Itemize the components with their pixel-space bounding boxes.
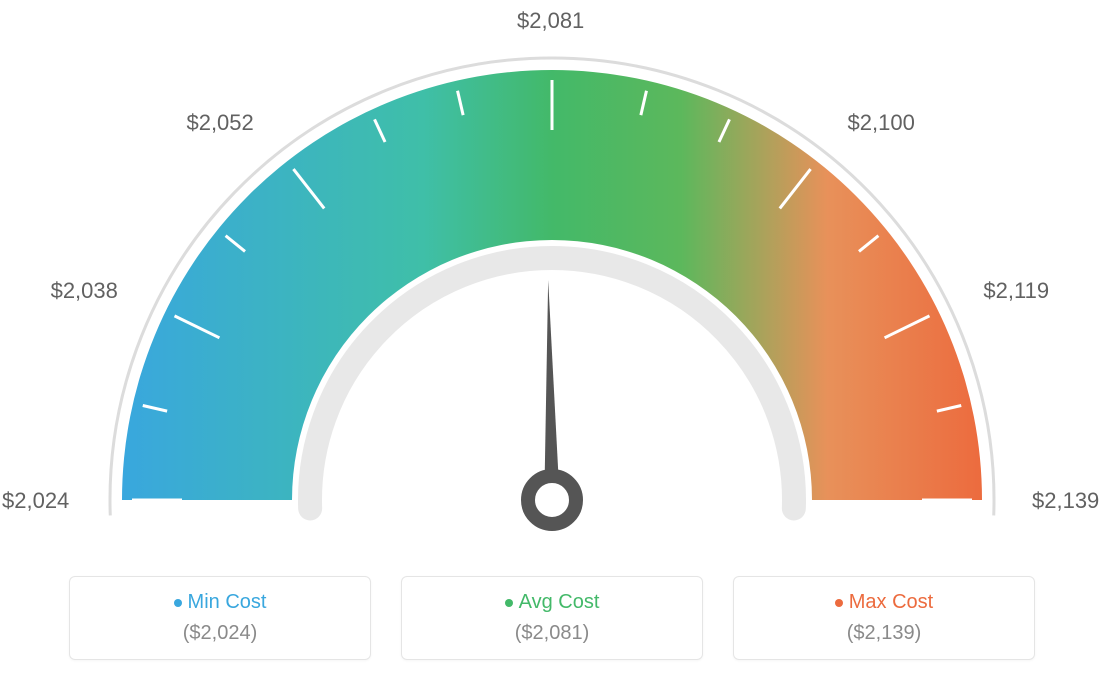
- legend-label-avg: Avg Cost: [519, 591, 600, 614]
- legend-dot-min: [174, 599, 182, 607]
- scale-label: $2,052: [186, 110, 253, 136]
- gauge-svg: [0, 0, 1104, 560]
- gauge-chart-container: $2,024 $2,038 $2,052 $2,081 $2,100 $2,119 $2,1…: [0, 0, 1104, 690]
- legend-label-max: Max Cost: [849, 591, 933, 614]
- legend-dot-avg: [505, 599, 513, 607]
- legend-row: Min Cost ($2,024) Avg Cost ($2,081) Max …: [0, 576, 1104, 660]
- scale-label: $2,139: [1032, 488, 1099, 514]
- legend-value-avg: ($2,081): [402, 622, 702, 645]
- scale-label: $2,100: [848, 110, 915, 136]
- scale-label: $2,081: [517, 8, 584, 34]
- scale-label: $2,119: [983, 278, 1049, 304]
- legend-box-avg: Avg Cost ($2,081): [401, 576, 703, 660]
- scale-label: $2,038: [51, 278, 118, 304]
- legend-box-min: Min Cost ($2,024): [69, 576, 371, 660]
- legend-dot-max: [835, 599, 843, 607]
- gauge-area: $2,024 $2,038 $2,052 $2,081 $2,100 $2,119 $2,1…: [0, 0, 1104, 560]
- scale-label: $2,024: [2, 488, 69, 514]
- legend-value-min: ($2,024): [70, 622, 370, 645]
- legend-label-min: Min Cost: [188, 591, 267, 614]
- legend-box-max: Max Cost ($2,139): [733, 576, 1035, 660]
- legend-value-max: ($2,139): [734, 622, 1034, 645]
